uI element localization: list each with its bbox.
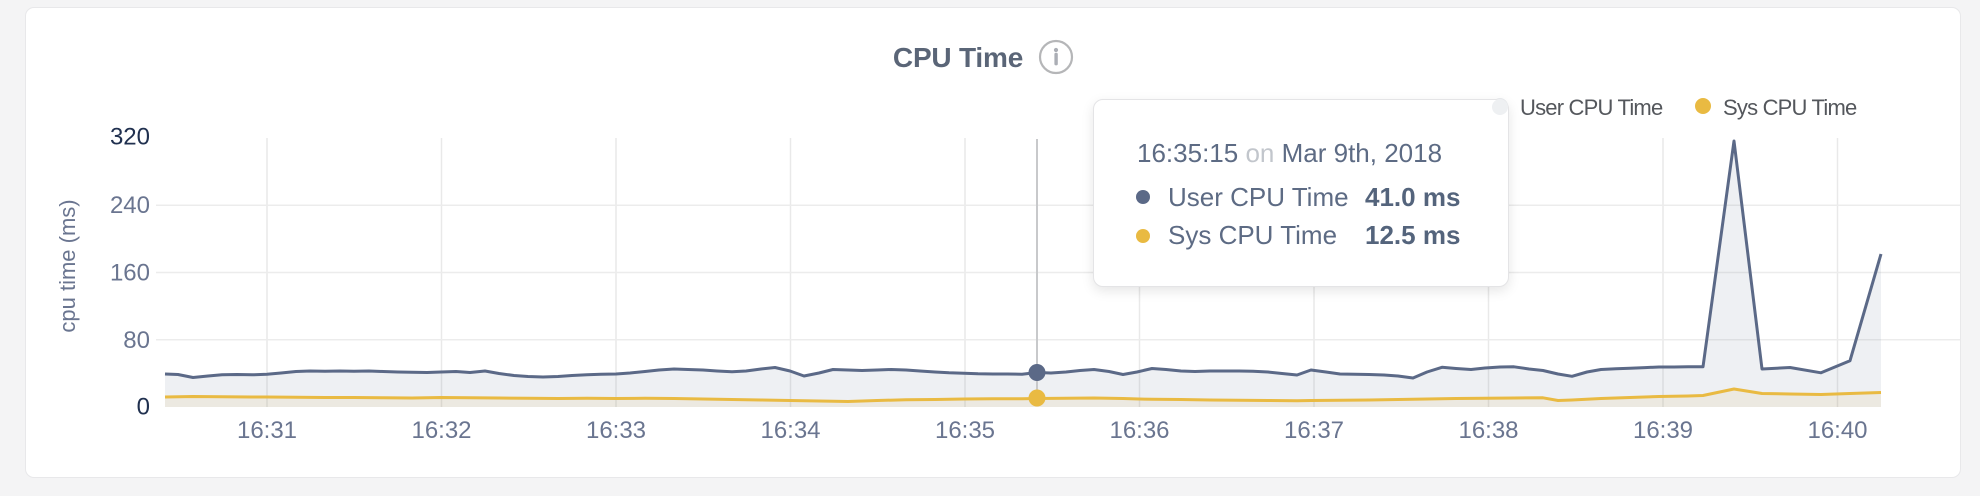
svg-text:16:38: 16:38 [1458,417,1518,444]
svg-text:cpu time (ms): cpu time (ms) [55,199,80,332]
svg-text:16:31: 16:31 [237,417,297,444]
svg-text:80: 80 [123,327,150,354]
svg-text:16:40: 16:40 [1807,417,1867,444]
svg-text:16:33: 16:33 [586,417,646,444]
svg-text:16:35: 16:35 [935,417,995,444]
svg-text:16:37: 16:37 [1284,417,1344,444]
svg-text:16:39: 16:39 [1633,417,1693,444]
svg-text:16:34: 16:34 [760,417,820,444]
svg-text:16:32: 16:32 [411,417,471,444]
svg-text:0: 0 [137,394,150,421]
svg-text:320: 320 [110,124,150,151]
svg-text:16:36: 16:36 [1109,417,1169,444]
svg-text:240: 240 [110,192,150,219]
svg-text:160: 160 [110,260,150,287]
